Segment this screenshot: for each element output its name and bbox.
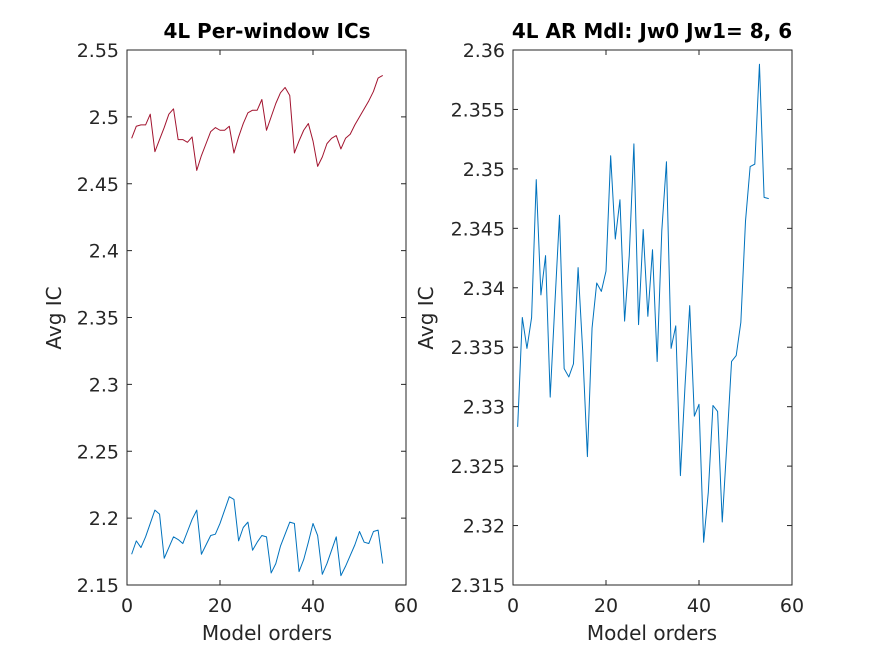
right-y-tick-label: 2.315 bbox=[451, 575, 505, 597]
left-axes: 4L Per-window ICs 0 20 40 60 2.15 2.2 2.25 2.3 2… bbox=[42, 19, 418, 645]
right-x-axis-label: Model orders bbox=[587, 621, 717, 645]
left-y-tick-label: 2.45 bbox=[77, 174, 119, 196]
left-y-tick-label: 2.2 bbox=[89, 508, 119, 530]
left-y-tick-label: 2.15 bbox=[77, 575, 119, 597]
right-x-tick-label: 20 bbox=[594, 595, 618, 617]
left-x-tick-label: 0 bbox=[121, 595, 133, 617]
left-x-tick-label: 60 bbox=[394, 595, 418, 617]
right-y-tick-label: 2.35 bbox=[463, 159, 505, 181]
right-plot-area: 0 20 40 60 2.315 2.32 2.325 2.33 2.335 2.34 2.345 2… bbox=[451, 40, 805, 617]
right-y-tick-label: 2.345 bbox=[451, 218, 505, 240]
right-y-tick-label: 2.32 bbox=[463, 516, 505, 538]
right-y-tick-label: 2.335 bbox=[451, 337, 505, 359]
left-x-tick-label: 40 bbox=[301, 595, 325, 617]
right-x-tick-label: 60 bbox=[780, 595, 804, 617]
right-x-tick-label: 40 bbox=[687, 595, 711, 617]
left-plot-area: 0 20 40 60 2.15 2.2 2.25 2.3 2.35 2.4 2.45 2.5 2.55 bbox=[77, 40, 418, 617]
right-axes: 4L AR Mdl: Jw0 Jw1= 8, 6 0 20 40 60 2.315 2.3… bbox=[414, 19, 804, 645]
left-y-tick-label: 2.55 bbox=[77, 40, 119, 62]
right-y-tick-label: 2.33 bbox=[463, 397, 505, 419]
left-y-tick-label: 2.25 bbox=[77, 441, 119, 463]
right-series-line-0 bbox=[517, 63, 769, 543]
right-y-tick-label: 2.325 bbox=[451, 456, 505, 478]
left-y-tick-label: 2.3 bbox=[89, 374, 119, 396]
left-y-tick-label: 2.4 bbox=[89, 241, 119, 263]
right-x-tick-label: 0 bbox=[507, 595, 519, 617]
left-series-line-1 bbox=[131, 496, 384, 577]
left-y-axis-label: Avg IC bbox=[42, 286, 66, 349]
right-y-tick-label: 2.34 bbox=[463, 278, 505, 300]
right-chart-title: 4L AR Mdl: Jw0 Jw1= 8, 6 bbox=[512, 19, 792, 43]
left-y-tick-label: 2.5 bbox=[89, 107, 119, 129]
left-series-line-0 bbox=[131, 74, 383, 171]
left-y-tick-label: 2.35 bbox=[77, 308, 119, 330]
right-y-tick-label: 2.355 bbox=[451, 99, 505, 121]
right-axes-frame bbox=[512, 49, 793, 586]
right-y-axis-label: Avg IC bbox=[414, 286, 438, 349]
left-x-tick-label: 20 bbox=[208, 595, 232, 617]
left-chart-title: 4L Per-window ICs bbox=[163, 19, 370, 43]
right-y-tick-label: 2.36 bbox=[463, 40, 505, 62]
left-x-axis-label: Model orders bbox=[202, 621, 332, 645]
